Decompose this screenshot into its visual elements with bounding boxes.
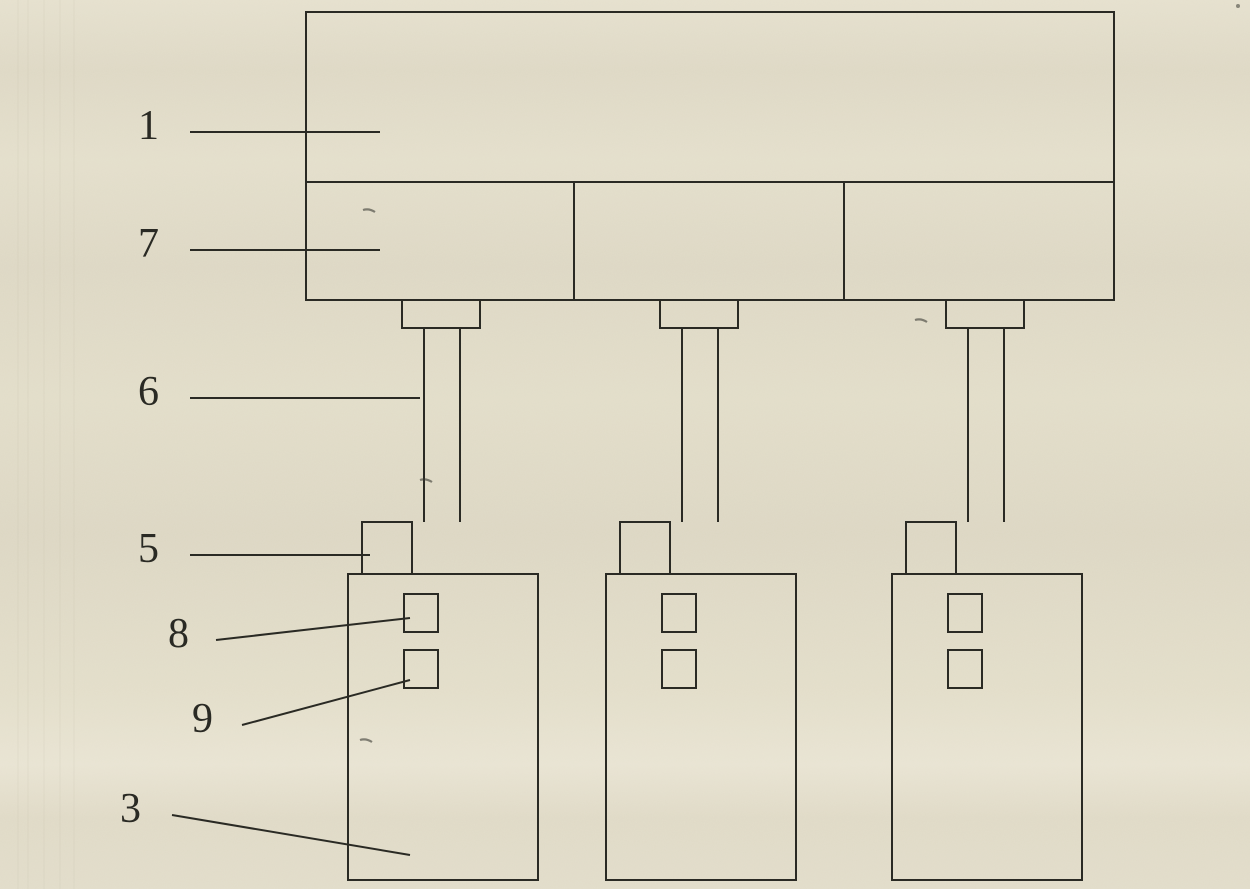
part-3-block-2 (892, 574, 1082, 880)
scan-mark (915, 319, 927, 322)
part-3-block-0 (348, 574, 538, 880)
connector-top-0 (402, 300, 480, 328)
scan-mark (360, 739, 372, 742)
label-8: 8 (168, 610, 189, 658)
part-7-rect-0 (306, 182, 574, 300)
label-1: 1 (138, 102, 159, 150)
part-9-square-0 (404, 650, 438, 688)
part-8-square-1 (662, 594, 696, 632)
scan-mark (363, 209, 375, 212)
part-3-block-1 (606, 574, 796, 880)
scan-speck (1236, 4, 1240, 8)
connector-top-1 (660, 300, 738, 328)
part-9-square-2 (948, 650, 982, 688)
label-5: 5 (138, 525, 159, 573)
part-1-rect (306, 12, 1114, 182)
lead-line-3 (172, 815, 410, 855)
part-7-rect-1 (574, 182, 844, 300)
part-8-square-0 (404, 594, 438, 632)
part-9-square-1 (662, 650, 696, 688)
part-8-square-2 (948, 594, 982, 632)
connector-top-2 (946, 300, 1024, 328)
part-7-rect-2 (844, 182, 1114, 300)
lead-line-8 (216, 618, 410, 640)
part-5-cap-2 (906, 522, 956, 574)
diagram-svg (0, 0, 1250, 889)
label-3: 3 (120, 785, 141, 833)
part-5-cap-0 (362, 522, 412, 574)
label-6: 6 (138, 368, 159, 416)
scan-mark (420, 479, 432, 482)
label-9: 9 (192, 695, 213, 743)
part-5-cap-1 (620, 522, 670, 574)
lead-line-9 (242, 680, 410, 725)
label-7: 7 (138, 220, 159, 268)
